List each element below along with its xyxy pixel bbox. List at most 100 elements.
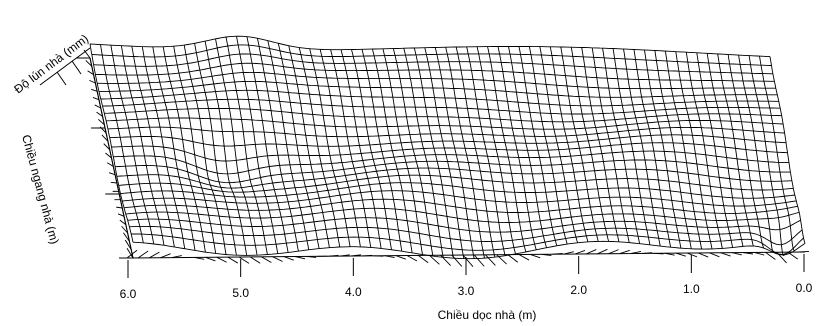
mesh-row-line [122, 190, 797, 207]
mesh-column-line [110, 45, 155, 244]
mesh-column-line [277, 43, 320, 249]
base-slab-frame [89, 57, 806, 259]
hatch-line [429, 254, 440, 265]
hatch-line [216, 256, 227, 263]
mesh-column-line [518, 46, 558, 246]
hatch-line [117, 213, 125, 217]
mesh-row-line [106, 117, 784, 130]
mesh-row-line [100, 89, 779, 107]
hatch-line [473, 254, 485, 267]
hatch-line [119, 219, 127, 226]
mesh-column-line [330, 49, 372, 248]
mesh-row-line [120, 182, 795, 199]
hatch-line [103, 143, 111, 150]
mesh-column-line [528, 46, 568, 245]
mesh-column-line [466, 46, 506, 256]
mesh-column-line [236, 36, 279, 254]
mesh-row-line [125, 207, 800, 223]
mesh-column-line [738, 55, 775, 254]
x-tick-label: 0.0 [796, 281, 813, 295]
mesh-row-line [99, 80, 778, 98]
mesh-row-line [132, 240, 806, 260]
hatch-line [107, 162, 114, 167]
mesh-column-line [675, 51, 713, 249]
mesh-column-line [476, 46, 516, 255]
mesh-row-line [104, 108, 782, 123]
mesh-column-line [162, 46, 206, 253]
hatch-line [116, 206, 123, 209]
mesh-row-line [95, 62, 775, 82]
mesh-column-line [309, 48, 351, 247]
hatch-line [85, 60, 93, 67]
hatch-line [485, 254, 496, 266]
hatch-line [406, 255, 418, 262]
hatch-line [238, 256, 250, 264]
hatch-line [272, 256, 283, 262]
mesh-column-line [685, 52, 723, 249]
x-axis-title: Chiều dọc nhà (m) [438, 308, 537, 322]
mesh-column-line [204, 41, 248, 256]
mesh-row-line [109, 134, 787, 147]
mesh-row-line [89, 35, 771, 58]
hatch-line [126, 248, 134, 259]
hatch-line [619, 249, 630, 255]
mesh-row-line [129, 225, 803, 246]
mesh-column-line [424, 47, 465, 259]
mesh-column-line [455, 46, 496, 258]
hatch-line [765, 251, 776, 260]
hatch-line [205, 256, 216, 262]
hatch-line [530, 253, 541, 259]
mesh-row-line [93, 53, 773, 75]
x-tick-label: 6.0 [120, 287, 137, 301]
x-tick-label: 3.0 [458, 284, 475, 298]
mesh-column-line [748, 55, 785, 257]
mesh-column-line [194, 43, 237, 256]
mesh-column-line [89, 43, 134, 243]
mesh-column-line [717, 53, 754, 247]
mesh-column-line [351, 49, 392, 250]
mesh-column-line [434, 47, 475, 259]
hatch-line [698, 252, 709, 258]
hatch-line [462, 254, 474, 267]
mesh-column-line [131, 46, 175, 248]
hatch-line [586, 249, 597, 255]
hatch-line [709, 252, 720, 258]
mesh-row-line [118, 174, 794, 193]
hatch-line [160, 253, 171, 259]
mesh-column-line [372, 49, 413, 253]
mesh-column-line [487, 46, 527, 253]
surface-mesh [89, 35, 806, 260]
mesh-row-line [113, 150, 789, 175]
hatch-line [99, 126, 107, 134]
mesh-column-line [215, 38, 258, 256]
x-tick-label: 2.0 [570, 283, 587, 297]
mesh-column-line [644, 49, 682, 249]
mesh-column-line [392, 48, 434, 257]
mesh-column-line [602, 48, 641, 244]
mesh-row-line [127, 217, 801, 233]
z-axis-title: Độ lún nhà (mm) [11, 31, 91, 96]
mesh-column-line [581, 47, 620, 242]
hatch-line [686, 252, 698, 258]
mesh-row-line [91, 44, 772, 66]
mesh-row-line [107, 126, 785, 138]
mesh-column-line [591, 47, 630, 243]
mesh-column-line [298, 47, 341, 248]
hatch-line [518, 254, 530, 261]
hatch-line [91, 88, 98, 92]
mesh-column-line [173, 46, 217, 254]
mesh-column-line [654, 50, 692, 249]
hatch-line [83, 49, 91, 59]
hatch-line [89, 79, 96, 84]
mesh-column-line [319, 49, 361, 247]
mesh-row-line [111, 142, 788, 162]
mesh-column-line [225, 36, 268, 255]
hatch-line [87, 70, 94, 76]
mesh-column-line [696, 52, 734, 248]
mesh-column-line [246, 36, 289, 253]
hatch-line [249, 256, 261, 264]
mesh-row-line [97, 71, 776, 90]
mesh-row-line [102, 98, 781, 115]
hatch-line [123, 232, 130, 242]
